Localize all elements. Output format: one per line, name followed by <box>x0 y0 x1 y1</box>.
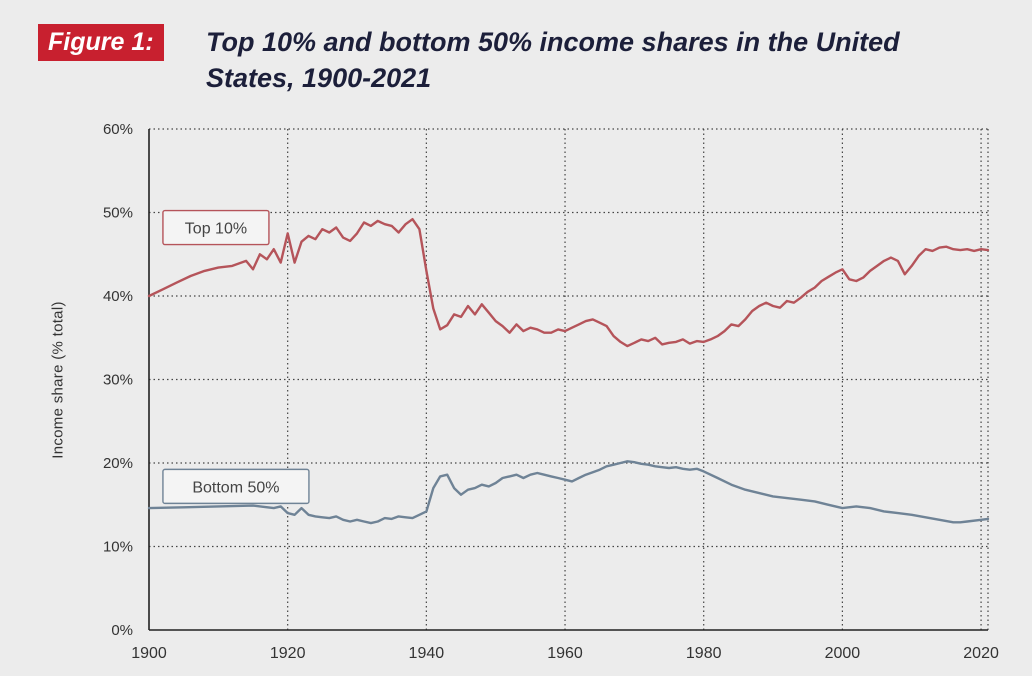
tick-labels: 0% 10% 20% 30% 40% 50% 60% 1900 1920 1940 1960 1980… <box>103 121 999 662</box>
bottom-50-label-box <box>162 468 310 505</box>
chart-title: Top 10% and bottom 50% income shares in … <box>206 24 1006 96</box>
x-tick-label: 1920 <box>270 645 306 662</box>
chart-title-line-2: States, 1900-2021 <box>206 63 432 93</box>
x-tick-label: 1900 <box>131 645 167 662</box>
x-tick-label: 2000 <box>825 645 861 662</box>
top-10-label-text: Top 10% <box>185 221 247 238</box>
x-tick-label: 1960 <box>547 645 583 662</box>
y-tick-label: 20% <box>103 455 133 472</box>
bottom-50-line <box>147 460 990 525</box>
series <box>147 217 990 525</box>
top-10-line <box>147 217 990 348</box>
grid <box>149 128 989 630</box>
y-tick-label: 60% <box>103 121 133 138</box>
figure-badge: Figure 1: <box>38 24 164 61</box>
y-tick-label: 50% <box>103 205 133 222</box>
y-tick-label: 0% <box>111 622 133 639</box>
x-tick-label: 1980 <box>686 645 722 662</box>
bottom-50-label-text: Bottom 50% <box>192 479 279 496</box>
bottom-50-label: Bottom 50% <box>162 468 310 505</box>
y-tick-label: 10% <box>103 539 133 556</box>
series-labels: Top 10% Bottom 50% <box>162 209 310 505</box>
y-tick-label: 30% <box>103 372 133 389</box>
top-10-label-box <box>162 209 270 246</box>
x-tick-label: 2020 <box>963 645 999 662</box>
y-tick-label: 40% <box>103 288 133 305</box>
x-tick-label: 1940 <box>409 645 445 662</box>
top-10-label: Top 10% <box>162 209 270 246</box>
chart-title-line-1: Top 10% and bottom 50% income shares in … <box>206 27 900 57</box>
axes <box>148 129 988 631</box>
